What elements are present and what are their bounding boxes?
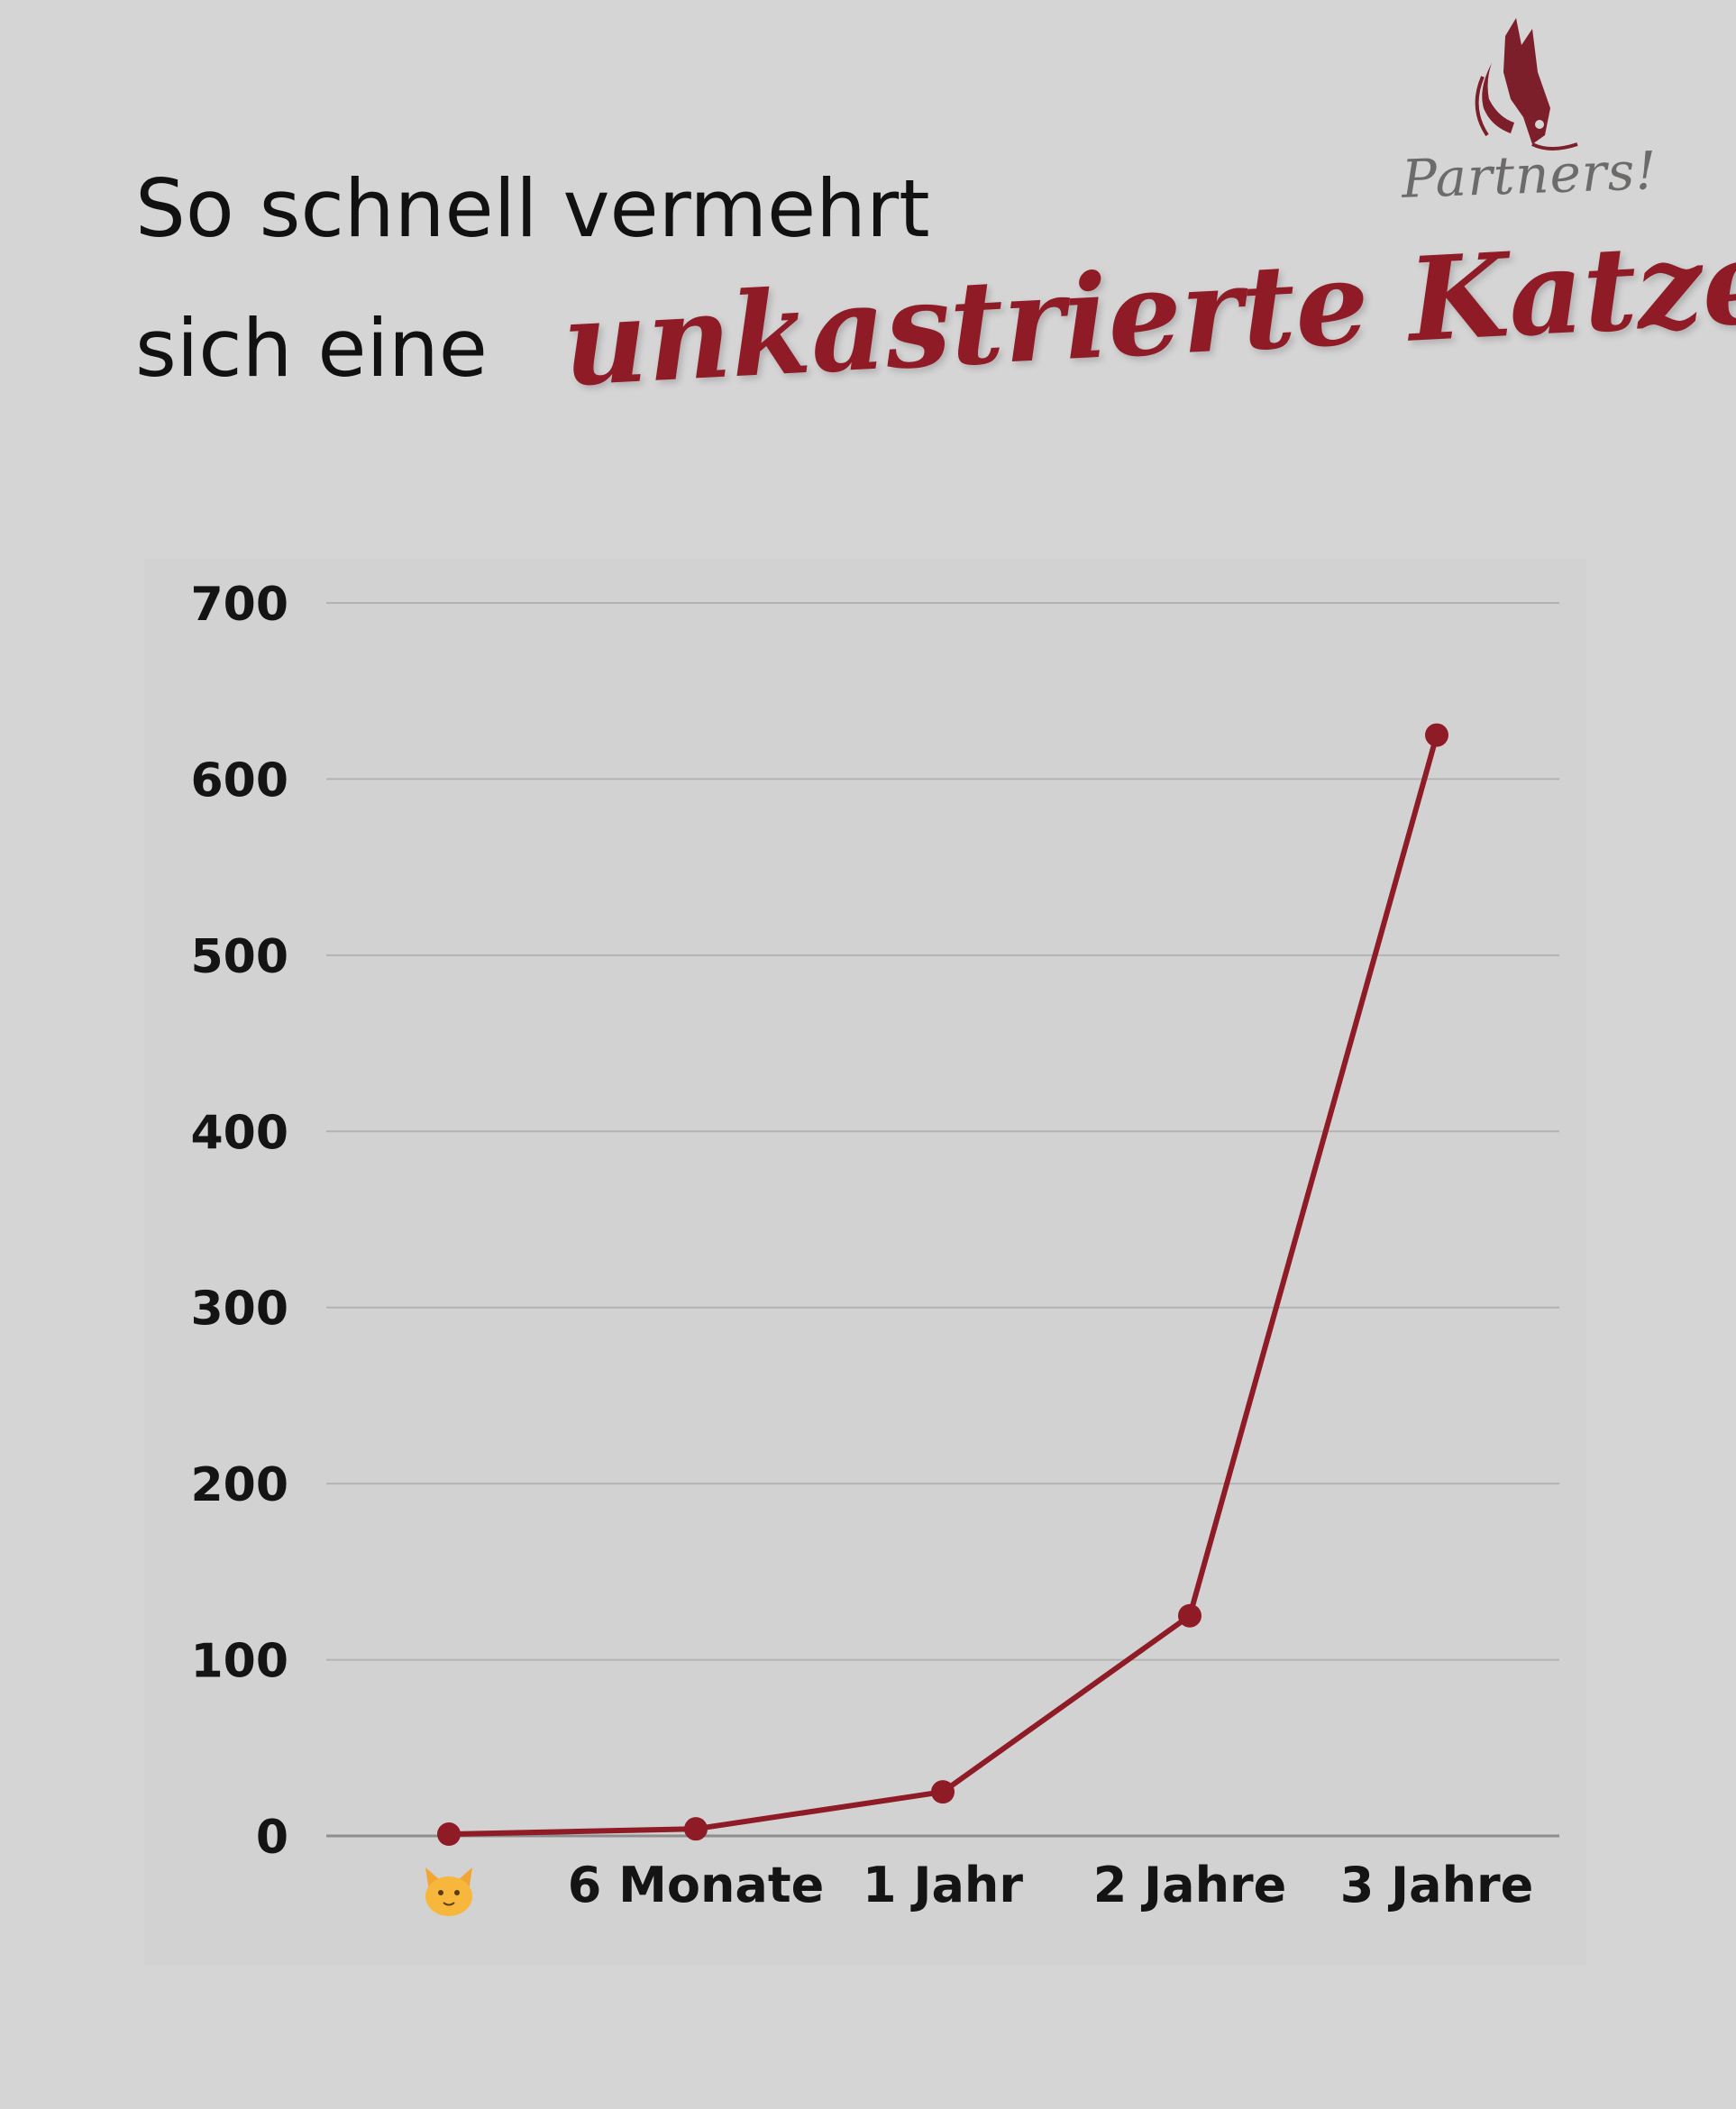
series-line bbox=[446, 732, 1439, 1838]
y-tick-label: 300 bbox=[190, 1283, 288, 1337]
y-tick-label: 600 bbox=[190, 753, 288, 808]
data-point bbox=[437, 1822, 461, 1847]
x-tick-label: 6 Monate bbox=[568, 1857, 825, 1913]
y-tick-label: 500 bbox=[190, 930, 288, 984]
cat-face-icon bbox=[425, 1867, 472, 1916]
logo-icon bbox=[1475, 18, 1578, 151]
y-tick-label: 400 bbox=[190, 1106, 288, 1160]
x-tick-label: 2 Jahre bbox=[1093, 1857, 1287, 1913]
y-tick-label: 700 bbox=[190, 578, 288, 632]
data-point bbox=[1425, 723, 1448, 747]
data-point bbox=[1178, 1603, 1201, 1628]
x-tick-label: 3 Jahre bbox=[1340, 1857, 1534, 1913]
title-line-1: So schnell vermehrt bbox=[135, 162, 930, 255]
y-tick-label: 100 bbox=[190, 1635, 288, 1689]
title-line-2: sich eine bbox=[135, 302, 488, 395]
chart-panel bbox=[144, 559, 1586, 1965]
data-point bbox=[931, 1780, 955, 1804]
data-point bbox=[684, 1817, 708, 1841]
x-tick-label: 1 Jahr bbox=[863, 1857, 1023, 1913]
y-tick-label: 0 bbox=[256, 1811, 288, 1865]
y-tick-label: 200 bbox=[190, 1458, 288, 1512]
